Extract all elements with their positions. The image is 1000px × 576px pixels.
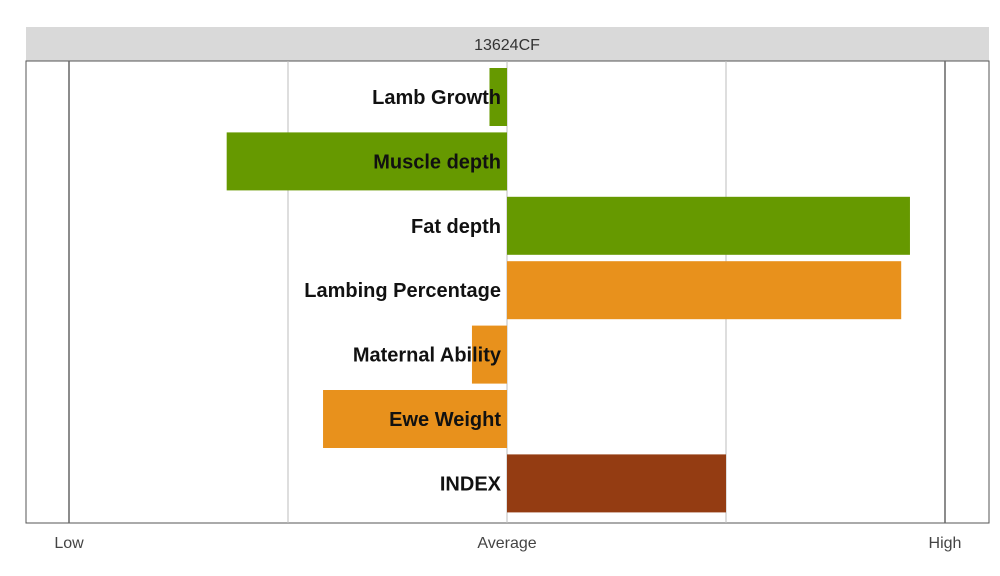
category-labels: Lamb Growth Muscle depth Fat depth Lambing … (304, 87, 502, 495)
bar-ewe-weight (323, 390, 507, 448)
x-axis-ticks: Low Average High (54, 535, 961, 552)
category-label: Fat depth (411, 216, 501, 238)
category-label: Ewe Weight (389, 409, 501, 431)
bar-fat-depth (507, 196, 910, 255)
chart-title: 13624CF (474, 37, 540, 54)
title-strip: 13624CF (26, 27, 989, 61)
bar-muscle-depth (226, 132, 507, 191)
bars (226, 68, 910, 513)
category-label: Lambing Percentage (304, 280, 501, 302)
bar-lambing-percentage (507, 261, 902, 320)
category-label: Lamb Growth (372, 87, 501, 109)
x-tick-label-1: Average (477, 535, 536, 552)
x-tick-label-2: High (929, 535, 962, 552)
bar-maternal-ability (471, 325, 507, 384)
x-tick-label-0: Low (54, 535, 84, 552)
category-label: Muscle depth (373, 151, 501, 173)
category-label: INDEX (440, 473, 502, 495)
category-label: Maternal Ability (353, 345, 502, 367)
bar-index (507, 454, 726, 513)
bar-lamb-growth (489, 68, 507, 126)
title-background (26, 27, 989, 61)
